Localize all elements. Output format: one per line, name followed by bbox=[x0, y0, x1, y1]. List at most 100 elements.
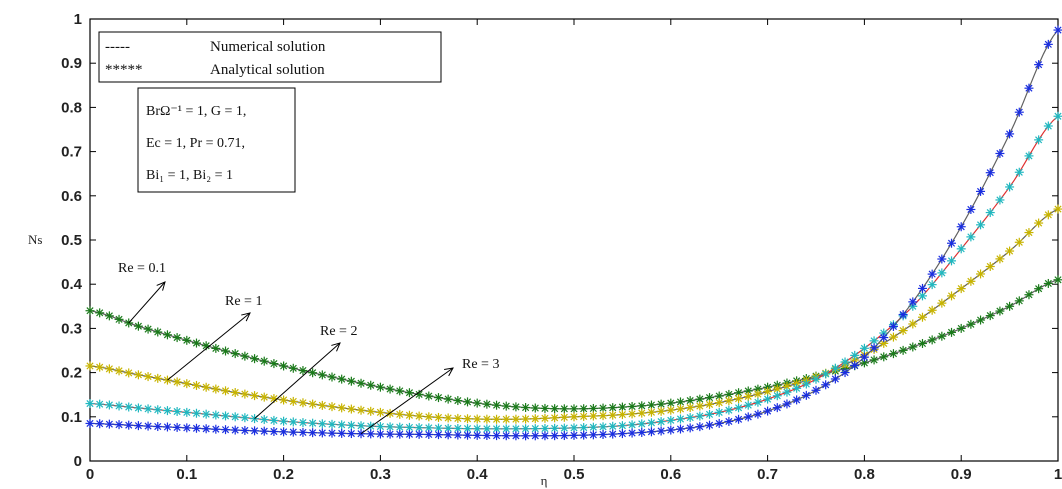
legend-marker-analytical: ***** bbox=[105, 62, 143, 78]
y-axis-label: Ns bbox=[28, 232, 42, 247]
y-tick-label: 0.8 bbox=[61, 99, 82, 116]
series-2-point bbox=[201, 409, 211, 419]
series-0-point bbox=[337, 374, 347, 384]
series-1-point bbox=[327, 402, 337, 412]
series-3-point bbox=[133, 421, 143, 431]
series-1-point bbox=[404, 410, 414, 420]
series-2-point bbox=[588, 422, 598, 432]
series-0-point bbox=[424, 391, 434, 401]
series-3-point bbox=[898, 310, 908, 320]
annotation-re-0-1: Re = 0.1 bbox=[118, 261, 166, 276]
series-1-point bbox=[976, 269, 986, 279]
annotations: Re = 0.1 Re = 1 Re = 2 Re = 3 bbox=[118, 261, 499, 372]
series-2-point bbox=[240, 413, 250, 423]
series-3-point bbox=[298, 427, 308, 437]
series-1-point bbox=[637, 408, 647, 418]
series-group bbox=[85, 25, 1062, 441]
series-3-point bbox=[472, 430, 482, 440]
series-2-point bbox=[646, 418, 656, 428]
series-0-point bbox=[85, 306, 95, 316]
series-1-point bbox=[646, 407, 656, 417]
series-2-point bbox=[375, 422, 385, 432]
series-1-point bbox=[133, 370, 143, 380]
series-1-point bbox=[240, 389, 250, 399]
series-1-point bbox=[375, 407, 385, 417]
series-3-point bbox=[830, 374, 840, 384]
series-1-point bbox=[598, 411, 608, 421]
series-0-point bbox=[317, 370, 327, 380]
legend-label-analytical: Analytical solution bbox=[210, 62, 325, 78]
annotation-arrow-head bbox=[444, 367, 454, 377]
series-3-point bbox=[404, 429, 414, 439]
annotation-arrow-head bbox=[156, 281, 166, 291]
series-2-point bbox=[124, 402, 134, 412]
series-2-point bbox=[763, 394, 773, 404]
series-3-point bbox=[734, 414, 744, 424]
series-0-point bbox=[385, 384, 395, 394]
series-3-point bbox=[95, 419, 105, 429]
series-1-point bbox=[608, 410, 618, 420]
x-tick-label: 0.4 bbox=[467, 466, 489, 483]
series-2-point bbox=[95, 399, 105, 409]
series-0-point bbox=[627, 401, 637, 411]
series-0-point bbox=[888, 349, 898, 359]
series-2-point bbox=[288, 417, 298, 427]
series-2-point bbox=[801, 379, 811, 389]
series-0-point bbox=[133, 321, 143, 331]
series-1-point bbox=[172, 377, 182, 387]
annotation-arrow-head bbox=[241, 312, 251, 322]
series-3-point bbox=[279, 427, 289, 437]
series-1-point bbox=[763, 387, 773, 397]
series-3-point bbox=[1014, 107, 1024, 117]
series-1-point bbox=[627, 409, 637, 419]
series-1-point bbox=[511, 414, 521, 424]
series-0-point bbox=[1005, 301, 1015, 311]
series-1-point bbox=[95, 362, 105, 372]
series-3-point bbox=[1005, 129, 1015, 139]
series-1-point bbox=[908, 319, 918, 329]
series-2-point bbox=[598, 422, 608, 432]
series-2-point bbox=[501, 424, 511, 434]
series-1-point bbox=[966, 276, 976, 286]
x-tick-label: 0.3 bbox=[370, 466, 391, 483]
series-2-point bbox=[337, 420, 347, 430]
series-0-point bbox=[521, 403, 531, 413]
series-2-point bbox=[850, 350, 860, 360]
y-tick-label: 0.2 bbox=[61, 365, 82, 382]
series-1-point bbox=[153, 373, 163, 383]
annotation-arrows bbox=[128, 281, 454, 435]
series-0-point bbox=[511, 402, 521, 412]
series-1-point bbox=[917, 312, 927, 322]
series-1-point bbox=[927, 305, 937, 315]
series-1-point bbox=[482, 414, 492, 424]
annotation-re-1: Re = 1 bbox=[225, 294, 262, 309]
series-2-markers bbox=[85, 111, 1062, 434]
series-1-point bbox=[714, 398, 724, 408]
series-1-point bbox=[695, 401, 705, 411]
series-1-point bbox=[114, 366, 124, 376]
series-1-point bbox=[463, 414, 473, 424]
series-1-point bbox=[947, 291, 957, 301]
series-1-point bbox=[250, 391, 260, 401]
series-3-point bbox=[230, 425, 240, 435]
series-3-point bbox=[463, 430, 473, 440]
series-2-point bbox=[279, 416, 289, 426]
annotation-arrow-shaft bbox=[360, 367, 454, 435]
series-1-point bbox=[201, 382, 211, 392]
series-0-point bbox=[879, 352, 889, 362]
series-1-point bbox=[492, 414, 502, 424]
series-1-point bbox=[530, 414, 540, 424]
x-tick-label: 0.1 bbox=[176, 466, 197, 483]
series-3-point bbox=[579, 430, 589, 440]
series-0-point bbox=[463, 397, 473, 407]
series-1-point bbox=[124, 368, 134, 378]
series-1-point bbox=[666, 405, 676, 415]
legend-label-numerical: Numerical solution bbox=[210, 39, 326, 55]
series-2-point bbox=[695, 411, 705, 421]
series-3-point bbox=[424, 429, 434, 439]
series-0-point bbox=[162, 330, 172, 340]
series-3-point bbox=[221, 425, 231, 435]
series-3-point bbox=[114, 420, 124, 430]
series-1-point bbox=[356, 405, 366, 415]
